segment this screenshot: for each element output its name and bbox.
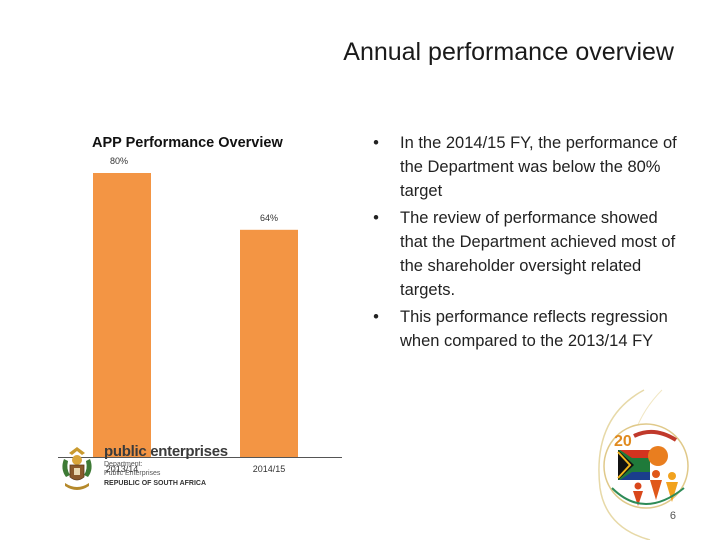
logo-line-2: Public Enterprises [104,470,161,477]
public-enterprises-logo: public enterprises Department: Public En… [58,443,228,495]
bullet-item: • The review of performance showed that t… [366,206,686,302]
bullet-text: In the 2014/15 FY, the performance of th… [400,134,677,200]
bullet-dot-icon: • [373,209,379,227]
data-label: 80% [110,156,128,166]
page-number: 6 [669,510,676,522]
bullet-dot-icon: • [373,134,379,152]
svg-text:20: 20 [614,433,632,450]
data-label: 64% [260,213,278,223]
bullet-dot-icon: • [373,308,379,326]
20-years-of-freedom-emblem-icon: 20 [598,389,689,540]
x-tick-label: 2014/15 [253,464,286,474]
bullet-item: • In the 2014/15 FY, the performance of t… [366,131,686,203]
bar-2014-15 [240,229,298,457]
bullet-list: • In the 2014/15 FY, the performance of t… [366,131,686,356]
coat-of-arms-icon [62,447,92,490]
logo-name: public enterprises [104,443,228,460]
bullet-text: This performance reflects regression whe… [400,308,668,350]
logo-line-3: REPUBLIC OF SOUTH AFRICA [104,480,207,487]
x-tick-label: 2013/14 [106,464,139,474]
bullet-text: The review of performance showed that th… [400,209,676,299]
bullet-item: • This performance reflects regression wh… [366,305,686,353]
bar-chart: 80% 2013/14 64% 2014/15 [58,156,342,474]
slide-title: Annual performance overview [343,38,674,66]
logo-line-1: Department: [104,461,143,468]
bar-2013-14 [93,173,151,457]
chart-title: APP Performance Overview [92,135,283,151]
